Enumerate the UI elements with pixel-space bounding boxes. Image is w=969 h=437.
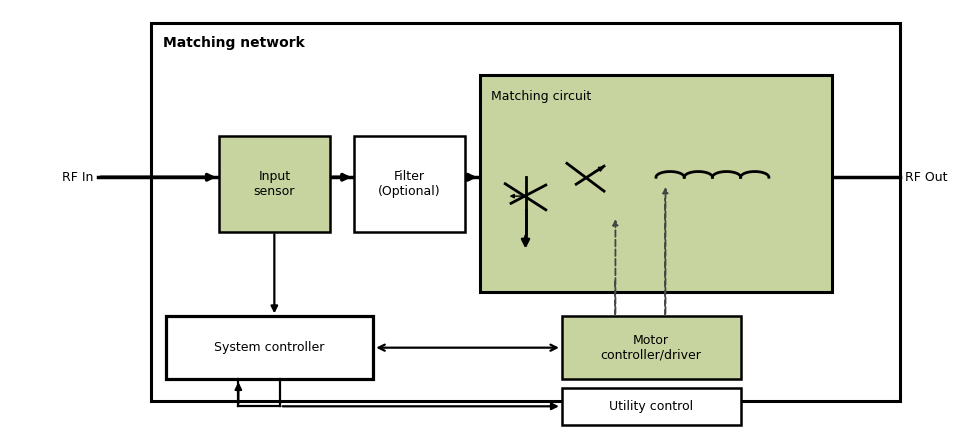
FancyBboxPatch shape <box>166 316 373 379</box>
Text: Matching network: Matching network <box>163 36 304 50</box>
Text: Matching circuit: Matching circuit <box>491 90 591 104</box>
FancyBboxPatch shape <box>219 136 329 232</box>
Text: Motor
controller/driver: Motor controller/driver <box>601 334 702 362</box>
Text: Input
sensor: Input sensor <box>254 170 295 198</box>
Text: Utility control: Utility control <box>610 400 693 413</box>
FancyBboxPatch shape <box>480 75 832 292</box>
Text: RF In: RF In <box>62 171 93 184</box>
Text: System controller: System controller <box>214 341 325 354</box>
Text: RF Out: RF Out <box>905 171 948 184</box>
FancyBboxPatch shape <box>354 136 465 232</box>
FancyBboxPatch shape <box>562 316 740 379</box>
Text: Filter
(Optional): Filter (Optional) <box>378 170 441 198</box>
FancyBboxPatch shape <box>562 388 740 425</box>
